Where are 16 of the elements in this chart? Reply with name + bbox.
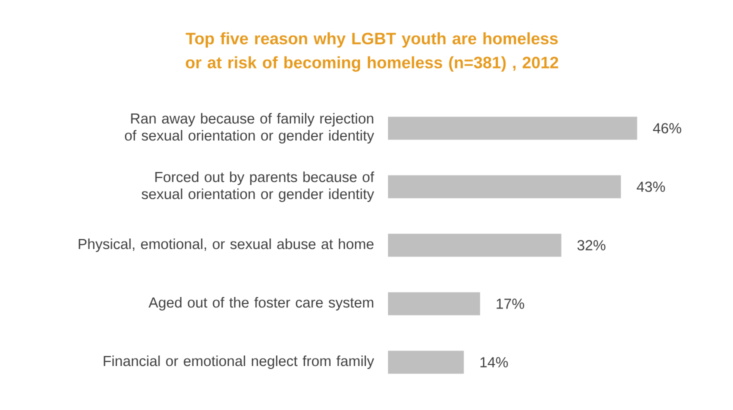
bar bbox=[388, 234, 562, 257]
y-tick-label: Ran away because of family rejection of sexual orientation or gender identity bbox=[124, 112, 374, 144]
bar bbox=[388, 116, 638, 140]
chart-title: Top five reason why LGBT youth are homeless or at risk of becoming homeless (n=381) , 2012 bbox=[186, 32, 558, 72]
data-label: 46% bbox=[653, 123, 682, 134]
bar bbox=[388, 350, 464, 374]
bar bbox=[388, 292, 480, 316]
y-tick-label: Physical, emotional, or sexual abuse at home bbox=[78, 238, 374, 252]
y-tick-label: Financial or emotional neglect from family bbox=[104, 355, 374, 370]
data-label: 14% bbox=[480, 357, 508, 368]
y-tick-label: Forced out by parents because of sexual orientation or gender identity bbox=[142, 171, 374, 202]
data-label: 17% bbox=[496, 298, 524, 309]
bar bbox=[388, 175, 621, 198]
data-label: 43% bbox=[636, 182, 665, 192]
y-tick-label: Aged out of the foster care system bbox=[148, 296, 374, 311]
data-label: 32% bbox=[577, 240, 606, 250]
